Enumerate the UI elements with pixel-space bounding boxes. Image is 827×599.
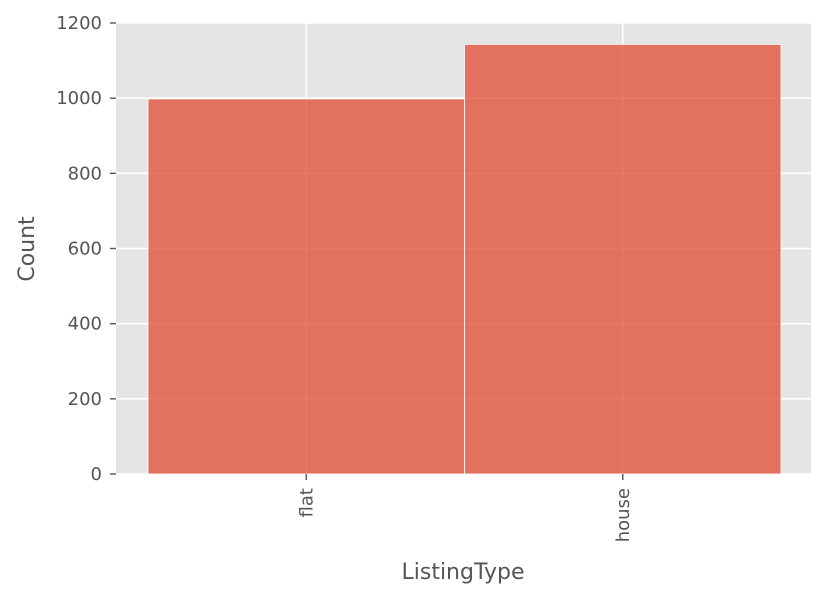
y-tick-label: 400 xyxy=(68,314,102,335)
y-tick-label: 1200 xyxy=(56,13,102,34)
y-tick-label: 600 xyxy=(68,239,102,260)
y-tick-label: 1000 xyxy=(56,88,102,109)
y-tick-label: 0 xyxy=(91,464,102,485)
bar-house xyxy=(464,44,782,475)
y-axis-label: Count xyxy=(15,216,40,282)
x-axis-label: ListingType xyxy=(401,560,524,585)
x-axis: flat house xyxy=(296,474,634,542)
x-tick-label: house xyxy=(613,488,634,542)
bar-flat xyxy=(147,98,465,475)
y-tick-label: 800 xyxy=(68,163,102,184)
y-axis: 0 200 400 600 800 1000 1200 xyxy=(56,13,116,485)
y-tick-label: 200 xyxy=(68,389,102,410)
x-tick-label: flat xyxy=(296,488,317,517)
bars xyxy=(147,44,782,475)
